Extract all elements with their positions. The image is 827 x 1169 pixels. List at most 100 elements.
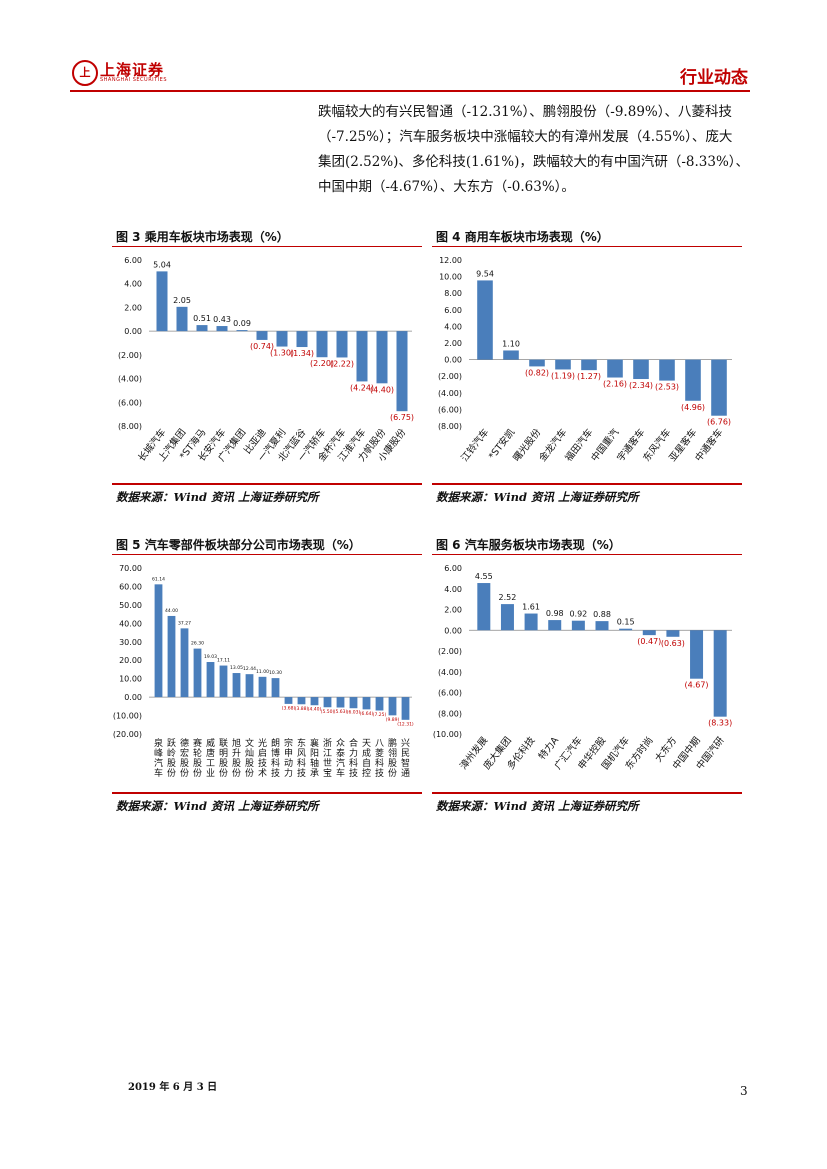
bar (167, 615, 176, 698)
category-label: 申 (284, 747, 293, 759)
category-label: 承 (310, 768, 319, 779)
category-label: 股 (245, 758, 254, 769)
data-label: (5.63) (334, 709, 348, 715)
bar (236, 330, 248, 332)
data-label: 10.30 (269, 670, 282, 676)
y-tick-label: 0.00 (124, 327, 142, 336)
data-label: (2.34) (629, 381, 653, 390)
figure-3-bottom-rule (112, 483, 422, 485)
data-label: (6.64) (360, 711, 374, 717)
y-tick-label: (6.00) (438, 689, 462, 698)
data-label: 19.03 (204, 654, 217, 660)
category-label: 升 (232, 748, 241, 759)
category-label: 份 (245, 767, 254, 779)
figure-5-chart: 70.00 60.00 50.00 40.00 30.00 20.00 10.00 0.00 (… (113, 564, 414, 779)
category-label: 份 (232, 767, 241, 779)
category-label: 股 (232, 758, 241, 769)
bar (713, 630, 727, 717)
y-tick-label: (4.00) (438, 668, 462, 677)
figure-4-top-rule (432, 246, 742, 247)
data-label: (1.30) (270, 349, 294, 358)
bar (356, 331, 368, 382)
category-label: 博 (271, 747, 280, 759)
data-label: 0.92 (569, 610, 587, 619)
category-label: 文 (245, 737, 254, 749)
body-paragraph: 跌幅较大的有兴民智通（-12.31%）、鹏翎股份（-9.89%）、八菱科技 （-… (318, 100, 750, 200)
y-tick-label: 0.00 (124, 693, 142, 702)
category-label: 份 (180, 767, 189, 779)
page-header: 上 上海证券 SHANGHAI SECURITIES 行业动态 (70, 58, 750, 90)
section-title: 行业动态 (680, 68, 748, 88)
category-label: 明 (219, 748, 228, 759)
data-label: (2.20) (310, 359, 334, 368)
data-label: 2.52 (499, 593, 517, 602)
y-tick-label: (10.00) (433, 730, 462, 739)
data-label: (6.03) (347, 710, 361, 716)
data-label: (1.27) (577, 372, 601, 381)
bar (362, 697, 371, 710)
category-label: 浙 (323, 737, 332, 749)
data-label: 2.05 (173, 296, 191, 305)
bar (607, 359, 623, 378)
data-label: 13.05 (230, 665, 243, 671)
data-label: 26.30 (191, 641, 204, 647)
y-tick-label: (8.00) (438, 709, 462, 718)
figure-3-top-rule (112, 246, 422, 247)
bar (156, 271, 168, 332)
data-label: 0.15 (617, 618, 635, 627)
data-label: (2.22) (330, 359, 354, 368)
figure-6-bottom-rule (432, 792, 742, 794)
category-label: 中通客车 (693, 426, 726, 463)
company-logo: 上 上海证券 SHANGHAI SECURITIES (70, 58, 190, 88)
category-label: 跃 (167, 738, 176, 749)
category-label: 股 (193, 758, 202, 769)
category-label: 阳 (310, 748, 319, 759)
y-tick-label: 2.00 (444, 339, 462, 348)
bar (666, 630, 680, 637)
bar (349, 697, 358, 709)
category-label: 江 (323, 748, 332, 759)
category-label: 兴 (401, 738, 410, 749)
category-label: 旭 (232, 737, 241, 749)
category-label: 江铃汽车 (459, 426, 492, 463)
body-line: 集团(2.52%)、多伦科技(1.61%)，跌幅较大的有中国汽研（-8.33%）… (318, 154, 750, 170)
footer-date: 2019 年 6 月 3 日 (128, 1082, 218, 1093)
bar (500, 604, 514, 631)
y-tick-label: 10.00 (439, 273, 462, 282)
bar (154, 584, 163, 698)
y-tick-label: 50.00 (119, 601, 142, 610)
y-tick-label: 40.00 (119, 619, 142, 628)
bar (477, 583, 491, 631)
data-label: (0.74) (250, 342, 274, 351)
category-label: 股 (219, 758, 228, 769)
category-label: 科 (271, 757, 280, 769)
category-label: 汽 (154, 757, 163, 769)
data-label: 1.10 (502, 339, 520, 348)
category-label: 术 (258, 767, 267, 779)
bar (711, 359, 727, 416)
category-label: 宗 (284, 737, 293, 749)
bar (571, 620, 585, 631)
data-label: (0.63) (661, 639, 685, 648)
bar (388, 697, 397, 716)
data-label: (1.19) (551, 371, 575, 380)
category-label: 民 (401, 748, 410, 759)
category-label: 宝 (323, 767, 332, 779)
data-label: (3.68) (282, 705, 296, 711)
bar (176, 306, 188, 332)
body-line: （-7.25%）；汽车服务板块中涨幅较大的有漳州发展（4.55%）、庞大 (318, 129, 733, 145)
category-label: 启 (258, 747, 267, 759)
category-label: 威 (206, 737, 215, 749)
category-label: 技 (375, 767, 384, 779)
category-label: 成 (362, 747, 371, 759)
y-tick-label: (4.00) (118, 375, 142, 384)
category-label: 力 (349, 747, 358, 759)
category-label: 车 (154, 767, 163, 779)
data-label: (1.34) (290, 349, 314, 358)
figure-6-source: 数据来源：Wind 资讯 上海证券研究所 (436, 799, 639, 813)
figure-5-title: 图 5 汽车零部件板块部分公司市场表现（%） (116, 538, 361, 552)
data-label: (0.47) (637, 637, 661, 646)
category-label: 翎 (388, 747, 397, 759)
bar (595, 621, 609, 631)
figure-3-source: 数据来源：Wind 资讯 上海证券研究所 (116, 490, 319, 504)
